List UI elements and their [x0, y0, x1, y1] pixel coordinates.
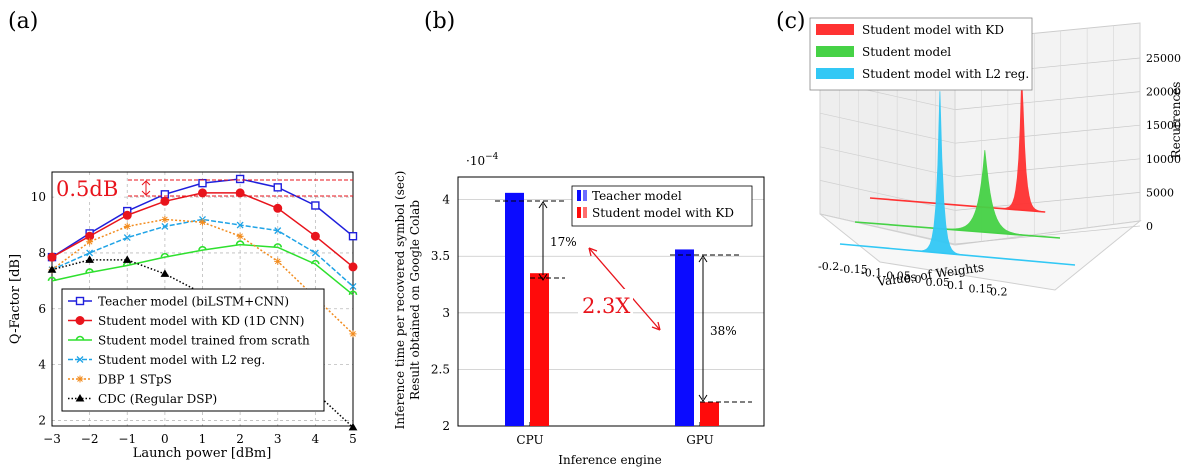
panel-label-a: (a) — [8, 9, 38, 34]
legend-label: Student model trained from scrath — [98, 334, 310, 348]
x-tick-label: 3 — [274, 432, 282, 446]
panel-b-ylabel-line1: Inference time per recovered symbol (sec… — [393, 171, 407, 430]
panel-b-ticks: 2 2.5 3 3.5 4 CPU GPU — [431, 193, 714, 447]
panel-b-bar-chart: 2 2.5 3 3.5 4 CPU GPU ·10−4 17% 38% 2.3X Infer… — [393, 152, 764, 467]
panel-a-legend: Teacher model (biLSTM+CNN) Student model … — [62, 289, 324, 411]
x-tick-label: 4 — [312, 432, 320, 446]
data-point — [86, 238, 93, 245]
data-point — [86, 256, 93, 262]
data-point — [199, 180, 206, 187]
legend-label: Student model with KD — [862, 23, 1004, 37]
legend-swatch — [577, 190, 581, 201]
panel-a-xlabel: Launch power [dBm] — [133, 446, 272, 461]
x-tick-label: -0.2 — [818, 260, 839, 273]
data-point — [274, 204, 282, 212]
panel-label-c: (c) — [776, 9, 806, 34]
x-tick-label: 0.1 — [947, 279, 965, 292]
panel-b-scale-label: ·10−4 — [466, 152, 499, 168]
y-tick-label: 8 — [38, 246, 46, 260]
annotation-17pct: 17% — [550, 235, 577, 249]
y-tick-label: 2 — [442, 419, 450, 433]
legend-swatch — [577, 207, 581, 218]
bar — [700, 402, 719, 426]
legend-swatch — [816, 68, 854, 79]
data-point — [350, 330, 357, 337]
data-point — [350, 233, 357, 240]
y-tick-label: 6 — [38, 302, 46, 316]
y-tick-label: 10 — [31, 190, 46, 204]
x-tick-label: −1 — [118, 432, 136, 446]
x-tick-label: 1 — [199, 432, 207, 446]
data-point — [124, 223, 131, 230]
panel-label-b: (b) — [424, 9, 455, 34]
data-point — [349, 263, 357, 271]
data-point — [237, 233, 244, 240]
panel-c-3d-histogram: 0 5000 10000 15000 20000 25000 -0.2 -0.15-0.1 -0… — [810, 18, 1183, 299]
legend-label: DBP 1 STpS — [98, 373, 172, 387]
z-tick-label: 0 — [1146, 220, 1153, 233]
z-tick-label: 5000 — [1146, 186, 1174, 199]
legend-label: CDC (Regular DSP) — [98, 392, 217, 406]
bar — [505, 193, 524, 426]
bar — [530, 273, 549, 426]
data-point — [274, 184, 281, 191]
annotation-38pct: 38% — [710, 324, 737, 338]
x-tick-label: −3 — [43, 432, 61, 446]
legend-label: Teacher model (biLSTM+CNN) — [98, 295, 289, 309]
data-point — [199, 219, 206, 226]
panel-b-legend: Teacher model Student model with KD — [572, 186, 752, 226]
panel-a-line-chart: −3 −2 −1 0 1 2 3 4 5 2 4 6 8 10 0.5dB Launch power [d… — [8, 172, 357, 461]
data-point — [161, 270, 168, 276]
y-tick-label: 4 — [442, 193, 450, 207]
x-tick-label: GPU — [686, 433, 714, 447]
data-point — [48, 253, 56, 261]
y-tick-label: 3 — [442, 306, 450, 320]
annotation-2-3x: 2.3X — [582, 294, 630, 318]
annotation-0-5db-text: 0.5dB — [56, 177, 118, 201]
data-point — [123, 211, 131, 219]
legend-label: Student model with L2 reg. — [98, 353, 265, 367]
data-point — [274, 258, 281, 265]
z-tick-label: 25000 — [1146, 52, 1181, 65]
panel-b-ylabel-line2: Result obtained on Google Colab — [408, 200, 422, 400]
legend-swatch — [816, 24, 854, 35]
x-tick-label: −2 — [81, 432, 99, 446]
data-point — [161, 191, 168, 198]
x-tick-label: 2 — [236, 432, 244, 446]
bar — [675, 249, 694, 426]
legend-label: Teacher model — [592, 189, 682, 203]
legend-label: Student model with KD (1D CNN) — [98, 314, 304, 328]
legend-marker — [77, 298, 84, 305]
panel-c-zlabel: Recurrences — [1169, 82, 1183, 159]
y-tick-label: 4 — [38, 358, 46, 372]
legend-marker — [77, 376, 84, 383]
x-tick-label: 0.2 — [990, 286, 1008, 299]
data-point — [161, 197, 169, 205]
x-tick-label: 0 — [161, 432, 169, 446]
legend-swatch — [816, 46, 854, 57]
legend-label: Student model — [862, 45, 951, 59]
panel-c-legend: Student model with KD Student model Studen… — [810, 18, 1032, 90]
y-tick-label: 2.5 — [431, 362, 450, 376]
legend-label: Student model with KD — [592, 206, 734, 220]
legend-swatch — [583, 190, 587, 201]
data-point — [237, 175, 244, 182]
x-tick-label: CPU — [516, 433, 543, 447]
data-point — [161, 216, 168, 223]
data-point — [311, 232, 319, 240]
legend-label: Student model with L2 reg. — [862, 67, 1029, 81]
legend-marker — [76, 317, 84, 325]
x-tick-label: 5 — [349, 432, 357, 446]
y-tick-label: 3.5 — [431, 249, 450, 263]
data-point — [312, 202, 319, 209]
legend-swatch — [583, 207, 587, 218]
panel-a-ylabel: Q-Factor [dB] — [8, 254, 23, 344]
y-tick-label: 2 — [38, 413, 46, 427]
panel-b-xlabel: Inference engine — [558, 453, 661, 467]
